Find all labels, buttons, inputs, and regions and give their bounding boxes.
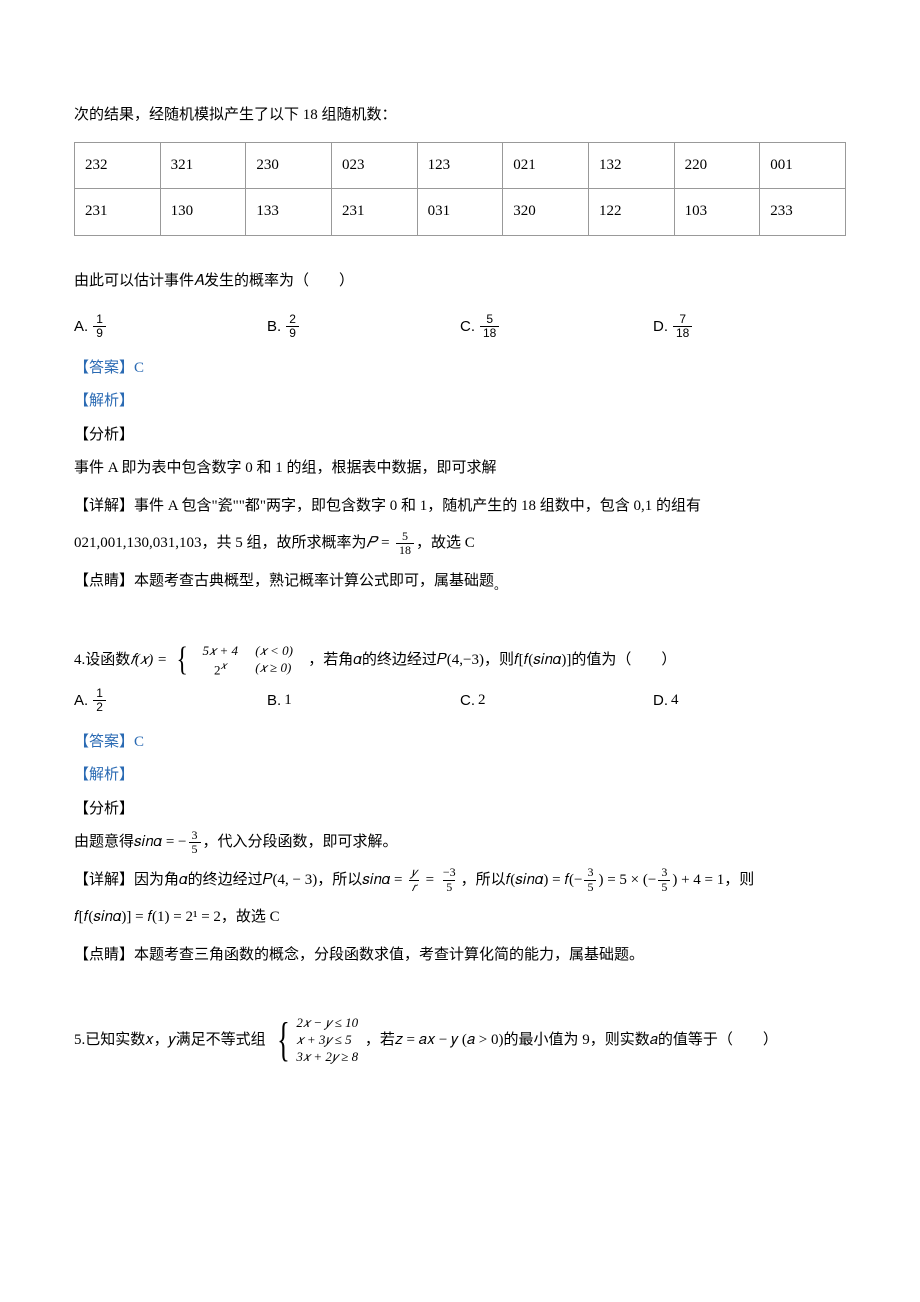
table-cell: 231 [75, 189, 161, 236]
text-span: 4.设函数 [74, 652, 130, 668]
piecewise-icon: { 2𝑥 − 𝑦 ≤ 10 𝑥 + 3𝑦 ≤ 5 3𝑥 + 2𝑦 ≥ 8 [272, 1015, 358, 1066]
table-cell: 220 [674, 142, 760, 189]
fraction-icon: 35 [584, 866, 596, 893]
piecewise-icon: { 5𝑥 + 4(𝑥 < 0) 2𝑥(𝑥 ≥ 0) [174, 642, 305, 679]
math-fx: 𝑓(𝑥) = [130, 652, 167, 668]
q5-stem: 5.已知实数𝑥，𝑦满足不等式组 { 2𝑥 − 𝑦 ≤ 10 𝑥 + 3𝑦 ≤ 5… [74, 1015, 846, 1066]
table-cell: 230 [246, 142, 332, 189]
text-span: ) = 5 × (− [598, 872, 656, 888]
option-label: A. [74, 685, 88, 717]
math-p: 𝑃 = [367, 535, 391, 551]
fraction-icon: 35 [189, 829, 201, 856]
text-span: 021,001,130,031,103，共 5 组，故所求概率为 [74, 535, 367, 551]
fraction-icon: 19 [93, 313, 106, 340]
option-label: C. [460, 311, 475, 343]
q4-detail-line1: 【详解】因为角𝛼的终边经过𝑃(4, − 3)，所以𝑠𝑖𝑛𝛼 = 𝑦𝑟 = −35… [74, 865, 846, 897]
q3-option-d: D. 718 [653, 311, 846, 343]
table-row: 231 130 133 231 031 320 122 103 233 [75, 189, 846, 236]
fraction-icon: 518 [396, 530, 414, 557]
q4-fenxi-label: 【分析】 [74, 794, 846, 826]
q4-option-b: B. 1 [267, 685, 460, 717]
fraction-icon: 35 [658, 866, 670, 893]
text-span: 【详解】因为角𝛼的终边经过𝑃(4, − 3)，所以𝑠𝑖𝑛𝛼 = [74, 872, 403, 888]
table-cell: 031 [417, 189, 503, 236]
eq-span: = [426, 872, 434, 888]
text-span: 5.已知实数𝑥，𝑦满足不等式组 [74, 1032, 266, 1048]
option-label: C. [460, 685, 475, 717]
random-number-table: 232 321 230 023 123 021 132 220 001 231 … [74, 142, 846, 236]
table-cell: 232 [75, 142, 161, 189]
q3-option-b: B. 29 [267, 311, 460, 343]
q4-detail-line2: 𝑓[𝑓(𝑠𝑖𝑛𝛼)] = 𝑓(1) = 2¹ = 2，故选 C [74, 902, 846, 934]
table-cell: 132 [588, 142, 674, 189]
text-span: ) + 4 = 1，则 [672, 872, 754, 888]
option-label: B. [267, 311, 281, 343]
table-cell: 023 [331, 142, 417, 189]
q4-stem: 4.设函数𝑓(𝑥) = { 5𝑥 + 4(𝑥 < 0) 2𝑥(𝑥 ≥ 0) ，若… [74, 642, 846, 679]
q4-answer-label: 【答案】C [74, 727, 846, 759]
q4-dianjing: 【点睛】本题考查三角函数的概念，分段函数求值，考查计算化简的能力，属基础题。 [74, 940, 846, 972]
fraction-icon: −35 [440, 866, 459, 893]
table-cell: 103 [674, 189, 760, 236]
table-cell: 130 [160, 189, 246, 236]
text-span: ，代入分段函数，即可求解。 [203, 834, 398, 850]
option-text: 2 [478, 685, 486, 717]
q4-options: A. 12 B. 1 C. 2 D. 4 [74, 685, 846, 717]
intro-line: 次的结果，经随机模拟产生了以下 18 组随机数： [74, 100, 846, 132]
brace-icon: { [176, 643, 187, 677]
text-span: ，所以𝑓(𝑠𝑖𝑛𝛼) = 𝑓(− [461, 872, 583, 888]
q3-dianjing: 【点睛】本题考查古典概型，熟记概率计算公式即可，属基础题。 [74, 566, 846, 598]
q3-fenxi-label: 【分析】 [74, 420, 846, 452]
q3-fenxi-text: 事件 A 即为表中包含数字 0 和 1 的组，根据表中数据，即可求解 [74, 453, 846, 485]
table-cell: 021 [503, 142, 589, 189]
q3-analysis-label: 【解析】 [74, 386, 846, 418]
table-cell: 122 [588, 189, 674, 236]
q4-option-c: C. 2 [460, 685, 653, 717]
table-cell: 321 [160, 142, 246, 189]
q4-option-d: D. 4 [653, 685, 846, 717]
text-span: 由题意得𝑠𝑖𝑛𝛼 = − [74, 834, 187, 850]
q3-option-c: C. 518 [460, 311, 653, 343]
q3-detail-line2: 021,001,130,031,103，共 5 组，故所求概率为𝑃 = 518，… [74, 528, 846, 560]
period-dot: 。 [494, 578, 506, 592]
fraction-icon: 518 [480, 313, 499, 340]
table-cell: 133 [246, 189, 332, 236]
fraction-icon: 718 [673, 313, 692, 340]
q3-estimate-line: 由此可以估计事件𝐴发生的概率为（ ） [74, 266, 846, 298]
option-text: 4 [671, 685, 679, 717]
table-row: 232 321 230 023 123 021 132 220 001 [75, 142, 846, 189]
fraction-icon: 12 [93, 687, 106, 714]
text-span: ，若𝑧 = 𝑎𝑥 − 𝑦 (𝑎 > 0)的最小值为 9，则实数𝑎的值等于（ ） [365, 1032, 778, 1048]
text-span: ，若角𝛼的终边经过𝑃(4,−3)，则𝑓[𝑓(𝑠𝑖𝑛𝛼)]的值为（ ） [308, 652, 676, 668]
brace-icon: { [278, 1018, 291, 1062]
q3-answer-label: 【答案】C [74, 353, 846, 385]
table-cell: 001 [760, 142, 846, 189]
option-text: 1 [284, 685, 292, 717]
q3-detail-line1: 【详解】事件 A 包含"瓷""都"两字，即包含数字 0 和 1，随机产生的 18… [74, 491, 846, 523]
q3-option-a: A. 19 [74, 311, 267, 343]
option-label: D. [653, 685, 668, 717]
option-label: B. [267, 685, 281, 717]
q4-analysis-label: 【解析】 [74, 760, 846, 792]
q3-options: A. 19 B. 29 C. 518 D. 718 [74, 311, 846, 343]
option-label: A. [74, 311, 88, 343]
table-cell: 233 [760, 189, 846, 236]
fraction-icon: 𝑦𝑟 [408, 866, 420, 893]
q4-option-a: A. 12 [74, 685, 267, 717]
text-span: ，故选 C [416, 535, 475, 551]
q4-fenxi-text: 由题意得𝑠𝑖𝑛𝛼 = −35，代入分段函数，即可求解。 [74, 827, 846, 859]
option-label: D. [653, 311, 668, 343]
table-cell: 320 [503, 189, 589, 236]
fraction-icon: 29 [286, 313, 299, 340]
table-cell: 231 [331, 189, 417, 236]
table-cell: 123 [417, 142, 503, 189]
